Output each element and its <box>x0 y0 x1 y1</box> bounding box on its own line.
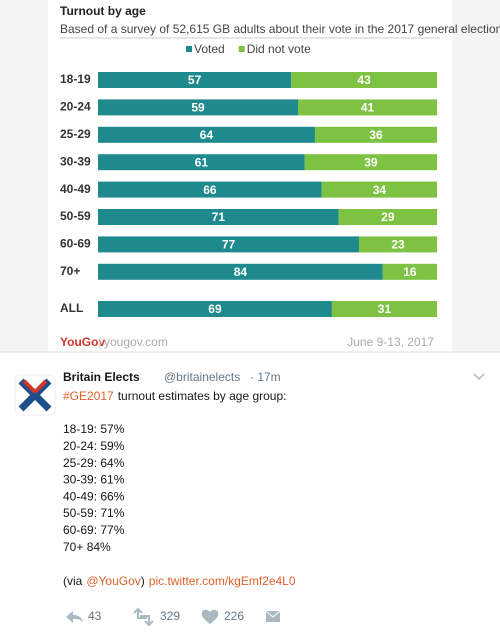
category-label: 20-24 <box>60 100 91 114</box>
category-label: 30-39 <box>60 154 91 168</box>
category-label: ALL <box>60 301 83 315</box>
reply-count: 43 <box>88 609 102 623</box>
value-label: 77 <box>222 238 236 252</box>
value-label: 57 <box>188 73 202 87</box>
category-label: 18-19 <box>60 72 91 86</box>
value-label: 69 <box>208 302 222 316</box>
bar-segment <box>314 126 437 143</box>
value-label: 66 <box>203 183 217 197</box>
category-label: 25-29 <box>60 127 91 141</box>
value-label: 59 <box>191 101 205 115</box>
retweet-icon[interactable] <box>133 607 154 627</box>
category-label: 40-49 <box>60 182 91 196</box>
menu-caret[interactable] <box>473 373 485 381</box>
value-label: 71 <box>212 210 226 224</box>
tweet-body: turnout estimates by age group: <box>118 389 287 403</box>
author-name[interactable]: Britain Elects <box>63 370 140 384</box>
bar-segment <box>98 72 292 88</box>
date: June 9-13, 2017 <box>347 335 434 349</box>
tweet-via: (via @YouGov) pic.twitter.com/kgEmf2e4L0 <box>63 574 296 588</box>
value-label: 36 <box>369 128 383 142</box>
avatar <box>14 374 56 416</box>
bar-segment <box>98 263 383 280</box>
bar-segment <box>331 301 437 317</box>
source-url: yougov.com <box>104 335 168 349</box>
bar-segment <box>338 209 437 225</box>
like-count: 226 <box>224 609 244 623</box>
bar-segment <box>359 236 437 253</box>
bar-segment <box>321 181 437 198</box>
legend-label: Did not vote <box>247 42 311 56</box>
bar-segment <box>98 209 339 225</box>
source-logo: YouGov <box>60 335 105 349</box>
value-label: 34 <box>373 183 387 197</box>
bar-segment <box>291 72 437 88</box>
bar-segment <box>98 236 360 253</box>
chart-subtitle: Based of a survey of 52,615 GB adults ab… <box>60 22 500 36</box>
bar-segment <box>298 99 437 116</box>
bar-segment <box>98 301 332 317</box>
legend-swatch <box>238 46 245 52</box>
value-label: 23 <box>391 238 405 252</box>
value-label: 64 <box>200 128 214 142</box>
value-label: 41 <box>361 101 375 115</box>
bar-segment <box>98 181 322 198</box>
hashtag[interactable]: #GE2017 <box>63 389 114 403</box>
tweet-line: 40-49: 66% <box>63 489 125 503</box>
category-label: 50-59 <box>60 209 91 223</box>
category-label: 70+ <box>60 264 80 278</box>
reply-icon[interactable] <box>66 611 83 623</box>
value-label: 39 <box>364 155 378 169</box>
mention[interactable]: @YouGov <box>86 574 140 588</box>
via-close: ) <box>141 574 145 588</box>
chart-title: Turnout by age <box>60 4 146 18</box>
author-handle[interactable]: @britainelects <box>164 370 240 384</box>
value-label: 43 <box>357 73 371 87</box>
message-icon[interactable] <box>265 610 281 622</box>
tweet-line: 25-29: 64% <box>63 456 125 470</box>
retweet-count: 329 <box>160 609 180 623</box>
tweet-line: 50-59: 71% <box>63 506 125 520</box>
bar-segment <box>98 126 315 143</box>
value-label: 31 <box>378 302 392 316</box>
value-label: 61 <box>195 155 209 169</box>
value-label: 84 <box>234 265 248 279</box>
link[interactable]: pic.twitter.com/kgEmf2e4L0 <box>149 574 296 588</box>
tweet-line: 20-24: 59% <box>63 439 125 453</box>
chart-card <box>48 0 452 352</box>
legend-label: Voted <box>194 42 225 56</box>
tweet-line: 60-69: 77% <box>63 523 125 537</box>
tweet-line: 70+ 84% <box>63 540 111 554</box>
value-label: 29 <box>381 210 395 224</box>
tweet-text: #GE2017 turnout estimates by age group: <box>63 389 287 403</box>
bar-segment <box>304 154 437 171</box>
bar-segment <box>382 263 437 280</box>
category-label: 60-69 <box>60 237 91 251</box>
bar-segment <box>98 99 299 116</box>
tweet-line: 18-19: 57% <box>63 422 125 436</box>
timestamp[interactable]: · 17m <box>250 370 281 384</box>
bar-segment <box>98 154 305 171</box>
tweet-line: 30-39: 61% <box>63 473 125 487</box>
via: (via <box>63 574 83 588</box>
legend-swatch <box>186 46 192 52</box>
like-icon[interactable] <box>201 609 219 624</box>
value-label: 16 <box>403 265 417 279</box>
